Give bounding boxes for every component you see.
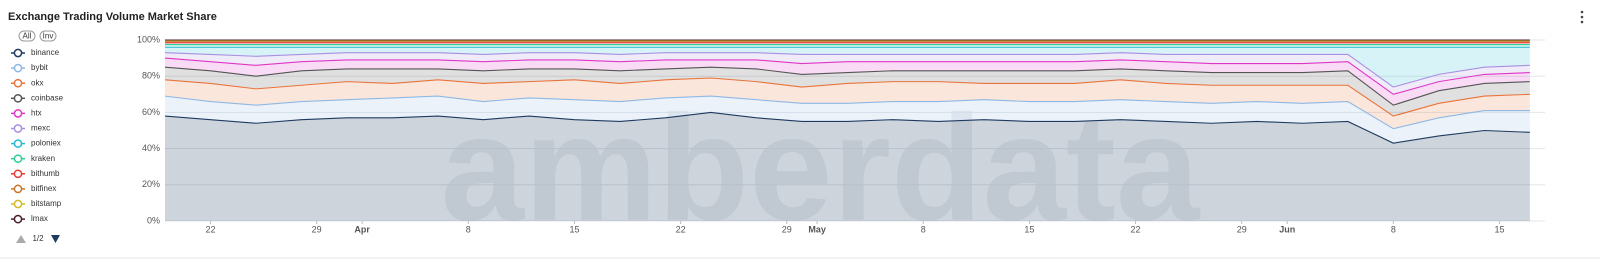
legend-entry[interactable]: htx <box>11 109 42 118</box>
y-tick-label: 60% <box>142 107 160 117</box>
legend-entry[interactable]: bithumb <box>11 169 60 179</box>
legend-swatch <box>13 109 23 118</box>
x-tick-label: 22 <box>1131 224 1141 234</box>
x-tick-label: 8 <box>921 224 926 234</box>
series-line <box>164 95 1530 130</box>
series-line <box>164 57 1530 95</box>
x-tick-label: 8 <box>466 224 471 234</box>
x-tick-label: 15 <box>1024 224 1034 234</box>
legend: All Inv binance bybit okx coinbase htx mexc polo… <box>11 30 64 243</box>
x-tick-label: 29 <box>782 224 792 234</box>
legend-swatch <box>13 78 23 88</box>
button-frame <box>18 30 36 42</box>
y-tick-label: 40% <box>142 143 160 153</box>
legend-entry[interactable]: bybit <box>11 63 49 73</box>
legend-swatch <box>13 154 23 164</box>
legend-swatch <box>13 184 23 194</box>
legend-swatch <box>13 169 23 179</box>
legend-entry[interactable]: mexc <box>11 124 50 133</box>
legend-label: poloniex <box>31 139 61 148</box>
legend-label: lmax <box>31 214 48 223</box>
legend-label: kraken <box>31 154 55 163</box>
plot-area <box>164 39 1530 221</box>
legend-label: bybit <box>31 63 49 72</box>
toggle-button[interactable]: All <box>18 30 36 42</box>
legend-swatch <box>13 139 23 148</box>
x-tick-label: 22 <box>676 224 686 234</box>
area <box>165 47 1530 88</box>
chart-title: Exchange Trading Volume Market Share <box>8 11 217 23</box>
legend-entry[interactable]: kraken <box>11 154 55 164</box>
legend-entry[interactable]: binance <box>11 48 60 58</box>
area <box>165 78 1530 129</box>
x-tick-label: May <box>808 224 826 234</box>
legend-page: 1/2 <box>32 234 44 243</box>
legend-label: htx <box>31 109 42 118</box>
x-tick-label: 8 <box>1391 224 1396 234</box>
legend-label: binance <box>31 48 60 57</box>
legend-label: bithumb <box>31 169 60 178</box>
button-label: All <box>23 32 32 41</box>
area <box>165 96 1530 144</box>
legend-swatch <box>13 124 23 133</box>
area <box>165 52 1530 95</box>
x-tick-label: 15 <box>1494 224 1504 234</box>
menu-icon[interactable] <box>1580 10 1584 24</box>
legend-label: okx <box>31 78 43 87</box>
series-line <box>164 77 1530 117</box>
legend-label: bitstamp <box>31 199 62 208</box>
button-label: Inv <box>43 32 54 41</box>
legend-swatch <box>13 63 23 73</box>
legend-entry[interactable]: bitfinex <box>11 184 56 194</box>
x-tick-label: 15 <box>569 224 579 234</box>
x-tick-label: 29 <box>1237 224 1247 234</box>
area <box>165 44 1530 48</box>
legend-swatch <box>13 214 23 224</box>
legend-entry[interactable]: poloniex <box>11 139 61 148</box>
legend-label: mexc <box>31 124 50 133</box>
toggle-button[interactable]: Inv <box>39 30 57 42</box>
x-tick-label: Apr <box>354 224 370 234</box>
area <box>165 67 1530 117</box>
series-line <box>164 66 1530 106</box>
button-frame <box>39 30 57 42</box>
page-prev[interactable] <box>16 235 26 243</box>
legend-entry[interactable]: okx <box>11 78 43 88</box>
legend-label: bitfinex <box>31 184 56 193</box>
legend-entry[interactable]: coinbase <box>11 93 64 103</box>
x-tick-label: 22 <box>205 224 215 234</box>
area <box>165 112 1530 221</box>
series-line <box>164 111 1530 144</box>
x-tick-label: Jun <box>1279 224 1295 234</box>
watermark: amberdata <box>441 84 1201 252</box>
legend-entry[interactable]: bitstamp <box>11 199 62 209</box>
y-tick-label: 20% <box>142 179 160 189</box>
x-tick-label: 29 <box>312 224 322 234</box>
page-next[interactable] <box>51 235 60 243</box>
legend-swatch <box>13 48 23 58</box>
y-tick-label: 0% <box>147 215 160 225</box>
legend-swatch <box>13 199 23 209</box>
y-tick-label: 80% <box>142 71 160 81</box>
y-tick-label: 100% <box>137 34 160 44</box>
legend-entry[interactable]: lmax <box>11 214 48 224</box>
series-line <box>164 52 1530 88</box>
legend-swatch <box>13 93 23 103</box>
legend-label: coinbase <box>31 93 64 102</box>
